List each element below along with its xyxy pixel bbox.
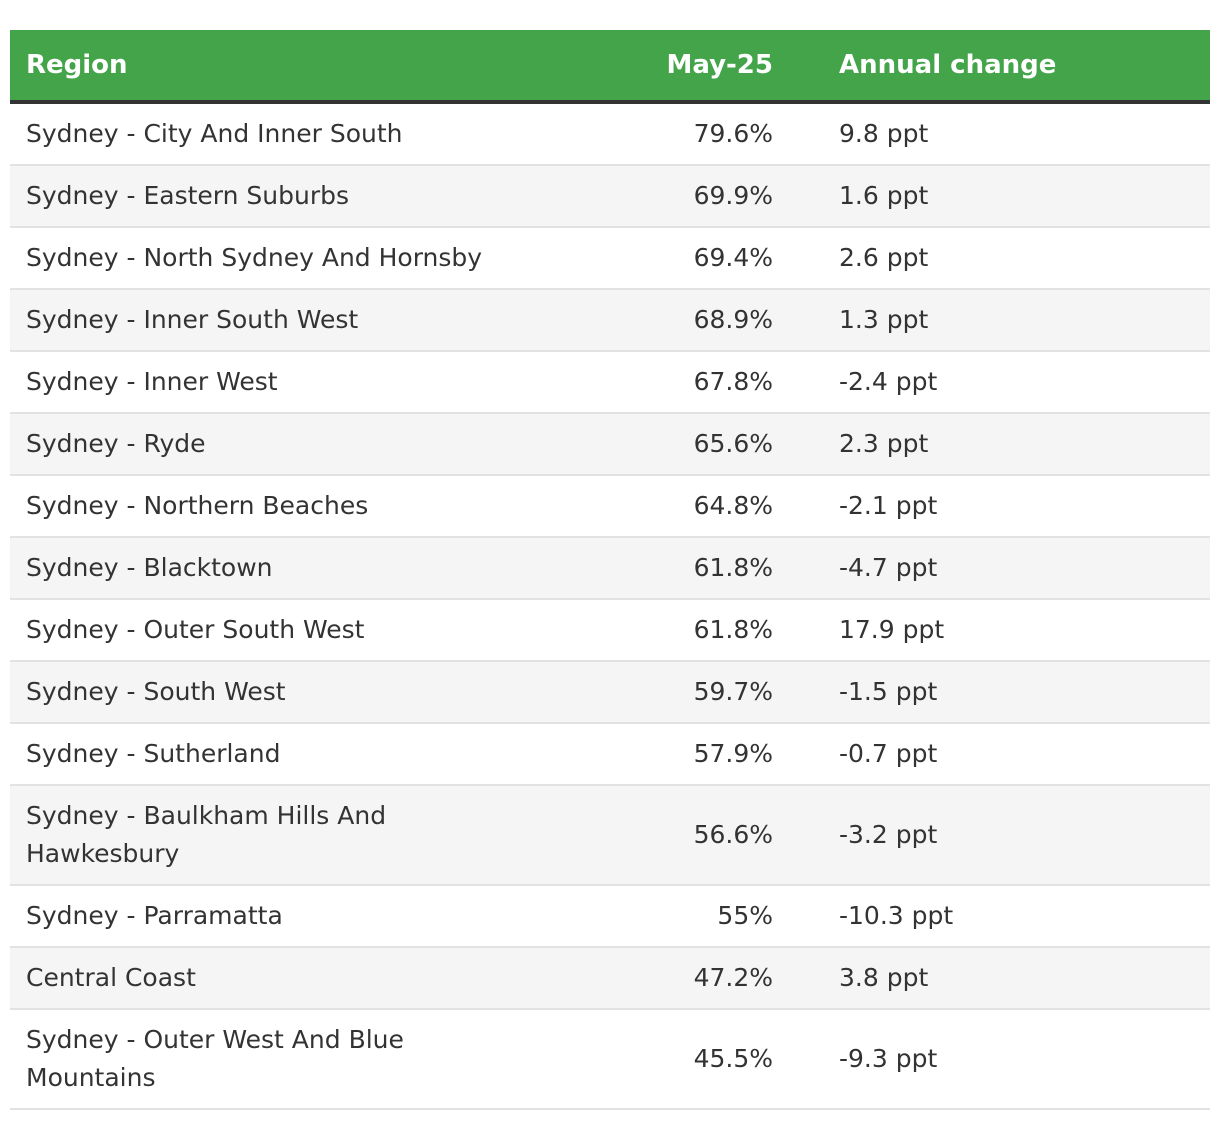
cell-region: Sydney - Sutherland [26,739,281,768]
cell-may-25: 47.2% [693,963,773,992]
cell-annual-change: -2.1 ppt [839,491,938,520]
cell-annual-change: 3.8 ppt [839,963,929,992]
cell-may-25: 57.9% [693,739,773,768]
data-table-container: Region May-25 Annual change Sydney - Cit… [10,30,1210,1110]
table-body: Sydney - City And Inner South 79.6% 9.8 pp… [10,102,1210,1109]
cell-may-25: 69.9% [693,181,773,210]
table-row: Sydney - South West 59.7% -1.5 ppt [10,661,1210,723]
column-header-annual-change: Annual change [839,50,1057,80]
cell-annual-change: -10.3 ppt [839,901,954,930]
cell-annual-change: -3.2 ppt [839,820,938,849]
cell-region: Sydney - Baulkham Hills And Hawkesbury [26,801,387,868]
cell-region: Sydney - City And Inner South [26,119,403,148]
cell-region: Sydney - Ryde [26,429,206,458]
cell-annual-change: -2.4 ppt [839,367,938,396]
table-row: Sydney - Inner West 67.8% -2.4 ppt [10,351,1210,413]
cell-region: Sydney - Inner South West [26,305,359,334]
table-row: Sydney - Eastern Suburbs 69.9% 1.6 ppt [10,165,1210,227]
cell-annual-change: 1.3 ppt [839,305,929,334]
cell-region: Sydney - South West [26,677,286,706]
region-rental-table: Region May-25 Annual change Sydney - Cit… [10,30,1210,1110]
cell-may-25: 69.4% [693,243,773,272]
table-row: Sydney - Baulkham Hills And Hawkesbury 56… [10,785,1210,885]
cell-annual-change: 17.9 ppt [839,615,945,644]
cell-region: Sydney - Eastern Suburbs [26,181,350,210]
table-row: Sydney - North Sydney And Hornsby 69.4% 2.… [10,227,1210,289]
cell-may-25: 65.6% [693,429,773,458]
cell-may-25: 55% [717,901,773,930]
cell-annual-change: 1.6 ppt [839,181,929,210]
table-row: Sydney - Parramatta 55% -10.3 ppt [10,885,1210,947]
cell-region: Sydney - Inner West [26,367,278,396]
cell-annual-change: -1.5 ppt [839,677,938,706]
cell-may-25: 56.6% [693,820,773,849]
cell-may-25: 45.5% [693,1044,773,1073]
table-row: Sydney - Sutherland 57.9% -0.7 ppt [10,723,1210,785]
column-header-region: Region [26,50,128,80]
cell-region: Sydney - Blacktown [26,553,273,582]
table-row: Sydney - Blacktown 61.8% -4.7 ppt [10,537,1210,599]
table-row: Central Coast 47.2% 3.8 ppt [10,947,1210,1009]
table-header-row: Region May-25 Annual change [10,30,1210,102]
cell-region: Sydney - Parramatta [26,901,283,930]
cell-may-25: 67.8% [693,367,773,396]
cell-annual-change: 2.3 ppt [839,429,929,458]
table-row: Sydney - Inner South West 68.9% 1.3 ppt [10,289,1210,351]
cell-annual-change: 9.8 ppt [839,119,929,148]
cell-annual-change: -4.7 ppt [839,553,938,582]
table-row: Sydney - Northern Beaches 64.8% -2.1 ppt [10,475,1210,537]
table-header: Region May-25 Annual change [10,30,1210,102]
cell-may-25: 68.9% [693,305,773,334]
table-row: Sydney - Outer West And Blue Mountains 45… [10,1009,1210,1109]
cell-annual-change: -0.7 ppt [839,739,938,768]
cell-may-25: 61.8% [693,553,773,582]
cell-may-25: 79.6% [693,119,773,148]
table-row: Sydney - Outer South West 61.8% 17.9 ppt [10,599,1210,661]
table-row: Sydney - Ryde 65.6% 2.3 ppt [10,413,1210,475]
cell-region: Sydney - Outer South West [26,615,365,644]
cell-region: Sydney - North Sydney And Hornsby [26,243,483,272]
cell-region: Sydney - Outer West And Blue Mountains [26,1025,404,1092]
cell-region: Sydney - Northern Beaches [26,491,369,520]
cell-may-25: 59.7% [693,677,773,706]
cell-region: Central Coast [26,963,196,992]
cell-annual-change: 2.6 ppt [839,243,929,272]
cell-may-25: 64.8% [693,491,773,520]
cell-annual-change: -9.3 ppt [839,1044,938,1073]
column-header-may-25: May-25 [666,50,773,80]
table-row: Sydney - City And Inner South 79.6% 9.8 pp… [10,102,1210,165]
cell-may-25: 61.8% [693,615,773,644]
